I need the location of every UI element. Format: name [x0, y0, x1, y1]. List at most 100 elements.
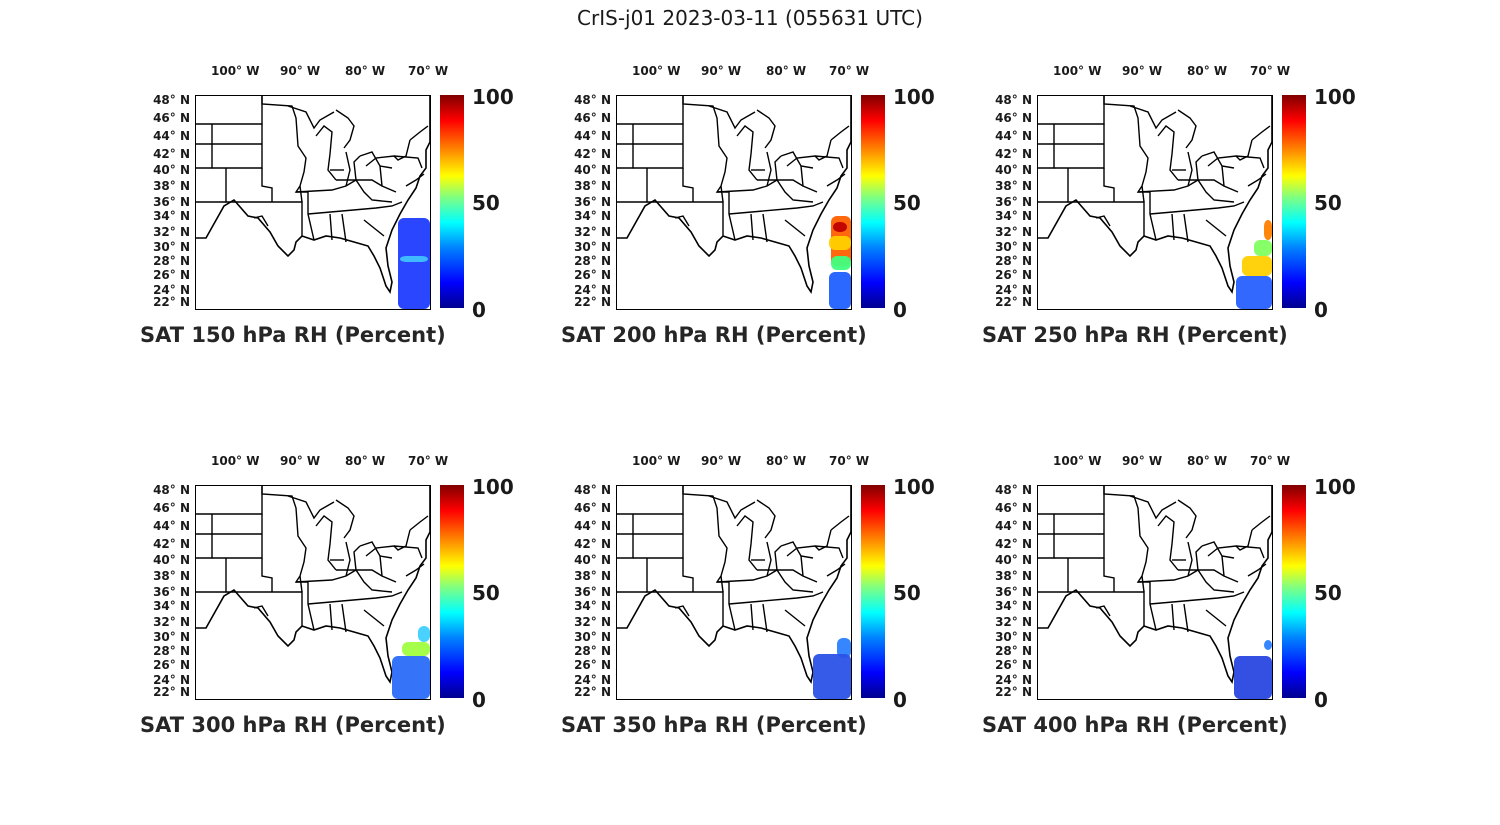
colorbar-tick-max: 100: [893, 475, 935, 499]
rh-swath-patch: [829, 272, 851, 309]
rh-swath-patch: [833, 222, 847, 232]
rh-swath-patch: [1264, 640, 1272, 650]
lat-tick-label: 48° N: [574, 483, 611, 497]
lat-tick-label: 32° N: [153, 615, 190, 629]
lat-tick-label: 38° N: [153, 569, 190, 583]
lat-tick-label: 46° N: [574, 501, 611, 515]
lat-tick-label: 24° N: [574, 673, 611, 687]
lat-tick-label: 28° N: [153, 644, 190, 658]
lat-tick-label: 28° N: [574, 644, 611, 658]
panel-caption: SAT 350 hPa RH (Percent): [561, 713, 867, 737]
lon-tick-label: 70° W: [829, 64, 870, 78]
lat-tick-label: 22° N: [153, 295, 190, 309]
colorbar: [440, 485, 464, 698]
colorbar-tick-min: 0: [893, 688, 907, 712]
lat-tick-label: 34° N: [153, 599, 190, 613]
lat-tick-label: 36° N: [153, 585, 190, 599]
lat-tick-label: 30° N: [995, 240, 1032, 254]
map-panel: 100° W 90° W 80° W 70° W 48° N 46° N 44° N 42° …: [561, 50, 935, 347]
us-state-outline-map: [196, 96, 430, 309]
lat-tick-label: 26° N: [153, 268, 190, 282]
colorbar: [1282, 485, 1306, 698]
lat-tick-label: 38° N: [574, 179, 611, 193]
lat-tick-label: 46° N: [574, 111, 611, 125]
lon-tick-label: 100° W: [1053, 64, 1102, 78]
rh-swath-patch: [400, 256, 428, 262]
lat-tick-label: 24° N: [153, 283, 190, 297]
lat-tick-label: 38° N: [995, 179, 1032, 193]
lat-tick-label: 26° N: [153, 658, 190, 672]
figure-title: CrIS-j01 2023-03-11 (055631 UTC): [577, 6, 923, 30]
lat-tick-label: 34° N: [995, 599, 1032, 613]
panel-caption: SAT 400 hPa RH (Percent): [982, 713, 1288, 737]
lat-tick-label: 24° N: [574, 283, 611, 297]
panel-caption: SAT 300 hPa RH (Percent): [140, 713, 446, 737]
rh-swath-patch: [418, 626, 430, 642]
colorbar: [440, 95, 464, 308]
lat-tick-label: 22° N: [995, 295, 1032, 309]
lon-tick-label: 80° W: [1187, 64, 1228, 78]
colorbar-tick-min: 0: [893, 298, 907, 322]
lat-tick-label: 40° N: [995, 163, 1032, 177]
rh-swath-patch: [1234, 656, 1272, 699]
us-state-outline-map: [1038, 96, 1272, 309]
lat-tick-label: 22° N: [153, 685, 190, 699]
colorbar-tick-max: 100: [1314, 85, 1356, 109]
lat-tick-label: 30° N: [153, 240, 190, 254]
lon-tick-label: 70° W: [1250, 64, 1291, 78]
rh-swath-patch: [837, 638, 851, 658]
lat-tick-label: 36° N: [995, 585, 1032, 599]
lat-tick-label: 44° N: [995, 129, 1032, 143]
lat-tick-label: 32° N: [574, 615, 611, 629]
lon-tick-label: 100° W: [211, 64, 260, 78]
lat-tick-label: 46° N: [995, 111, 1032, 125]
lon-tick-label: 90° W: [1122, 454, 1163, 468]
lon-tick-label: 100° W: [211, 454, 260, 468]
lat-tick-label: 36° N: [153, 195, 190, 209]
panel-caption: SAT 200 hPa RH (Percent): [561, 323, 867, 347]
lat-tick-label: 42° N: [574, 537, 611, 551]
lat-tick-label: 40° N: [995, 553, 1032, 567]
lat-tick-label: 42° N: [153, 537, 190, 551]
lon-tick-label: 70° W: [829, 454, 870, 468]
lat-tick-label: 26° N: [995, 268, 1032, 282]
lat-tick-label: 32° N: [995, 615, 1032, 629]
lat-tick-label: 24° N: [995, 673, 1032, 687]
rh-swath-patch: [398, 218, 430, 309]
rh-swath-patch: [1264, 220, 1272, 240]
us-state-outline-map: [617, 96, 851, 309]
colorbar-tick-max: 100: [472, 475, 514, 499]
panel-caption: SAT 250 hPa RH (Percent): [982, 323, 1288, 347]
lat-tick-label: 26° N: [574, 268, 611, 282]
lat-tick-label: 36° N: [574, 585, 611, 599]
map-plot-area: [616, 95, 852, 310]
lat-tick-label: 48° N: [153, 483, 190, 497]
lat-tick-label: 48° N: [153, 93, 190, 107]
lat-tick-label: 40° N: [574, 553, 611, 567]
us-state-outline-map: [196, 486, 430, 699]
lon-tick-label: 70° W: [1250, 454, 1291, 468]
lat-tick-label: 40° N: [153, 163, 190, 177]
map-panel: 100° W 90° W 80° W 70° W 48° N 46° N 44° N 42° …: [982, 440, 1356, 737]
colorbar-tick-mid: 50: [893, 191, 921, 215]
lon-tick-label: 80° W: [766, 454, 807, 468]
lat-tick-label: 24° N: [995, 283, 1032, 297]
lat-tick-label: 32° N: [574, 225, 611, 239]
colorbar-tick-min: 0: [472, 688, 486, 712]
lat-tick-label: 38° N: [153, 179, 190, 193]
lat-tick-label: 26° N: [995, 658, 1032, 672]
map-plot-area: [1037, 95, 1273, 310]
lat-tick-label: 40° N: [153, 553, 190, 567]
lat-tick-label: 44° N: [153, 519, 190, 533]
lat-tick-label: 28° N: [153, 254, 190, 268]
lat-tick-label: 28° N: [995, 644, 1032, 658]
map-panel: 100° W 90° W 80° W 70° W 48° N 46° N 44° N 42° …: [140, 440, 514, 737]
lat-tick-label: 22° N: [574, 295, 611, 309]
lat-tick-label: 34° N: [995, 209, 1032, 223]
map-panel: 100° W 90° W 80° W 70° W 48° N 46° N 44° N 42° …: [982, 50, 1356, 347]
rh-swath-patch: [1254, 240, 1272, 256]
map-plot-area: [1037, 485, 1273, 700]
rh-swath-patch: [813, 654, 851, 699]
lon-tick-label: 90° W: [280, 64, 321, 78]
lat-tick-label: 34° N: [574, 209, 611, 223]
